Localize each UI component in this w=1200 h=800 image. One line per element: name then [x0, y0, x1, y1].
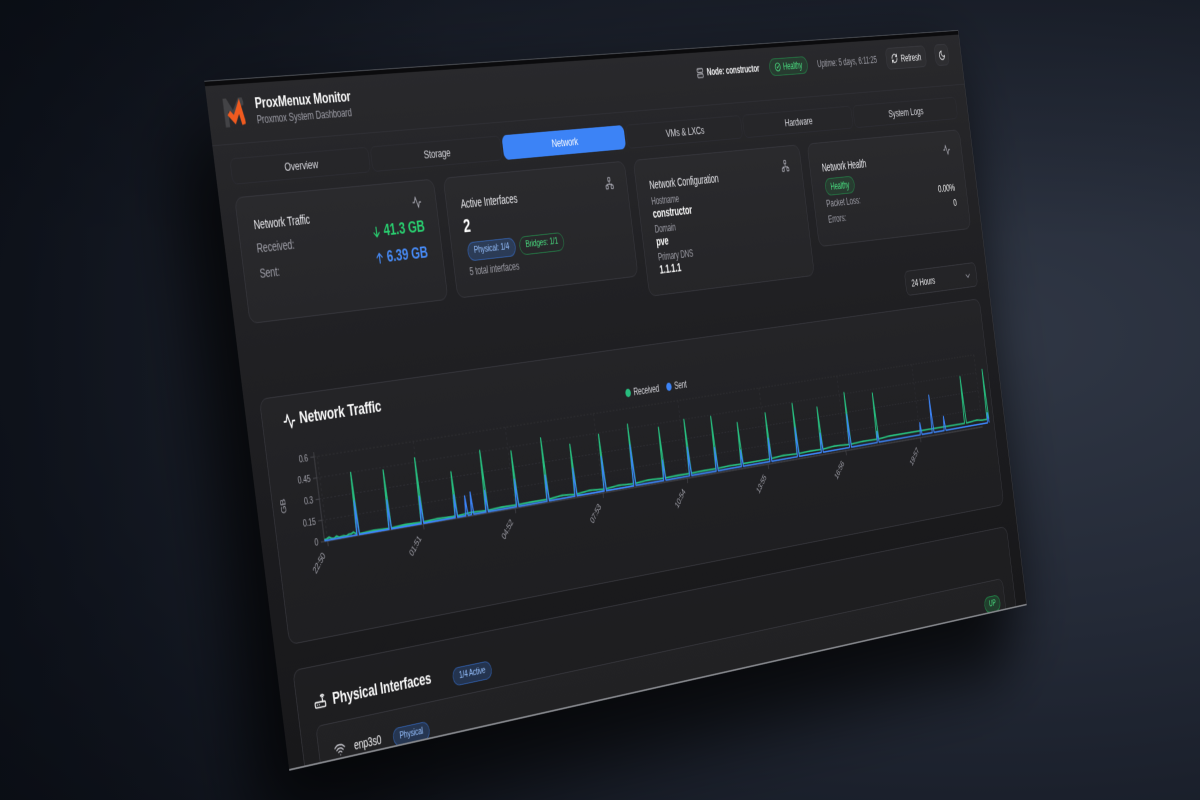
svg-text:0.15: 0.15 — [302, 516, 316, 529]
svg-text:22:50: 22:50 — [311, 550, 327, 576]
svg-text:0.3: 0.3 — [303, 494, 314, 507]
svg-text:10:54: 10:54 — [673, 487, 686, 511]
svg-text:0.45: 0.45 — [297, 473, 311, 486]
svg-text:GB: GB — [279, 498, 289, 514]
svg-text:16:56: 16:56 — [833, 459, 845, 482]
svg-text:07:53: 07:53 — [589, 501, 603, 525]
svg-text:0: 0 — [314, 537, 319, 549]
svg-text:19:57: 19:57 — [908, 445, 920, 467]
svg-text:13:55: 13:55 — [755, 472, 768, 495]
svg-text:0.6: 0.6 — [298, 452, 309, 465]
svg-text:01:51: 01:51 — [408, 533, 423, 558]
svg-text:04:52: 04:52 — [500, 517, 515, 542]
